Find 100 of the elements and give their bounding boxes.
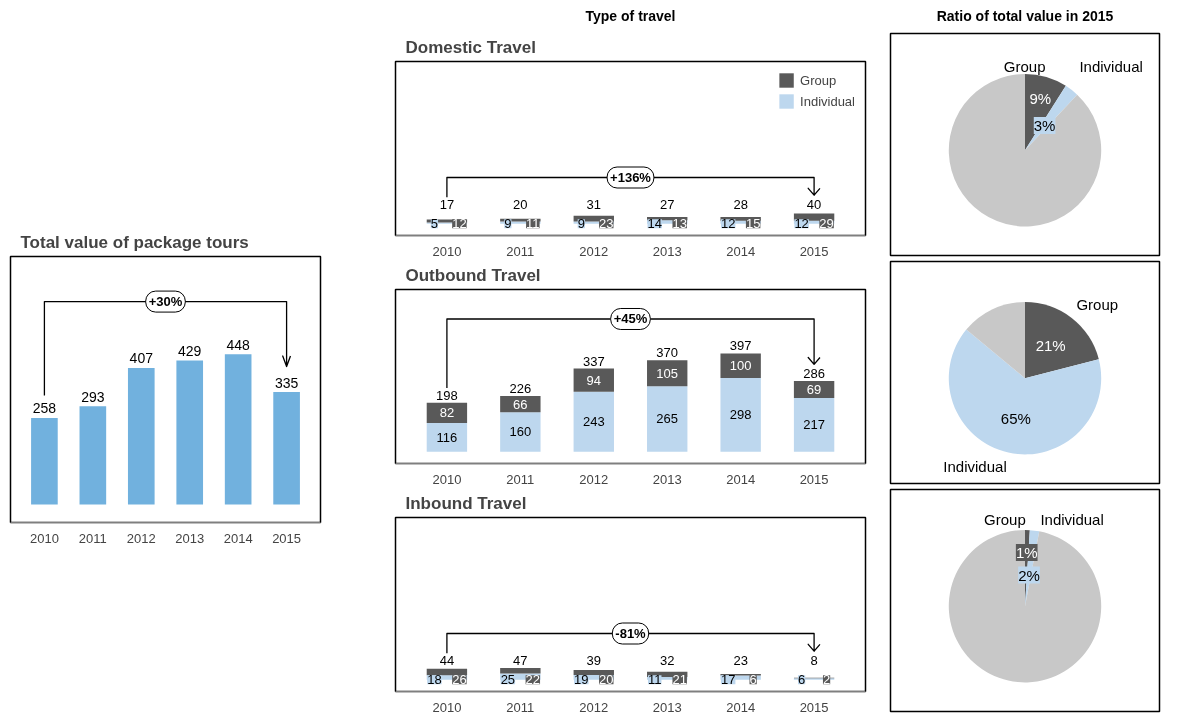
chart-title: Inbound Travel xyxy=(405,493,527,513)
data-label: 448 xyxy=(226,336,251,353)
data-label: 217 xyxy=(803,417,825,433)
total-label: 40 xyxy=(806,196,822,212)
data-label: 82 xyxy=(439,405,455,421)
x-tick-label: 2014 xyxy=(726,699,756,715)
total-label: 31 xyxy=(586,196,602,212)
legend-label: Group xyxy=(800,72,837,88)
data-label: 100 xyxy=(729,358,752,374)
x-tick-label: 2011 xyxy=(78,530,107,546)
data-label: 407 xyxy=(129,350,154,367)
text: +136% xyxy=(610,170,652,185)
bar xyxy=(426,423,468,452)
slice-label: Group xyxy=(1003,58,1046,75)
x-tick-label: 2013 xyxy=(652,243,682,259)
data-label: 29 xyxy=(819,216,834,232)
total-label: 337 xyxy=(582,353,605,369)
total-label: 198 xyxy=(436,387,458,403)
total-label: 17 xyxy=(439,196,455,212)
x-tick-label: 2014 xyxy=(223,530,253,546)
data-label: 11 xyxy=(526,216,540,232)
data-label: 2% xyxy=(1018,566,1040,584)
data-label: 160 xyxy=(509,424,532,440)
chart-title: Total value of package tours xyxy=(20,232,249,252)
data-label: 293 xyxy=(81,388,105,405)
slice-label: Individual xyxy=(1079,58,1143,75)
bar xyxy=(573,391,614,452)
x-tick-label: 2014 xyxy=(726,471,756,487)
data-label: 9 xyxy=(504,216,512,232)
data-label: 65% xyxy=(1000,409,1031,427)
total-label: 23 xyxy=(733,652,748,668)
x-tick-label: 2011 xyxy=(506,699,535,715)
x-tick-label: 2013 xyxy=(652,471,682,487)
bar xyxy=(79,406,107,505)
text: Type of travel xyxy=(585,7,676,24)
total-label: 20 xyxy=(513,196,528,212)
data-label: 9 xyxy=(577,216,585,232)
legend-label: Individual xyxy=(800,93,855,109)
bar xyxy=(31,417,58,505)
data-label: 429 xyxy=(178,343,202,360)
bar xyxy=(573,368,614,392)
total-label: 370 xyxy=(656,345,679,361)
data-label: 66 xyxy=(513,396,528,412)
data-label: 12 xyxy=(452,216,467,232)
total-label: 8 xyxy=(810,652,818,668)
data-label: 265 xyxy=(656,411,679,427)
data-label: 335 xyxy=(274,374,299,391)
data-label: 94 xyxy=(586,372,602,388)
data-label: 5 xyxy=(430,216,439,232)
x-tick-label: 2012 xyxy=(126,530,156,546)
bar xyxy=(500,412,541,452)
x-tick-label: 2010 xyxy=(432,471,462,487)
data-label: 298 xyxy=(729,407,752,423)
x-tick-label: 2011 xyxy=(506,471,535,487)
chart-title: Outbound Travel xyxy=(405,265,541,285)
total-label: 28 xyxy=(733,196,748,212)
data-label: 9% xyxy=(1029,90,1052,108)
data-label: 6 xyxy=(749,672,757,688)
chart-title: Domestic Travel xyxy=(405,37,536,57)
total-label: 286 xyxy=(803,366,825,382)
x-tick-label: 2010 xyxy=(432,243,462,259)
data-label: 21 xyxy=(672,672,687,688)
x-tick-label: 2013 xyxy=(652,699,682,715)
data-label: 21% xyxy=(1035,337,1066,355)
data-label: 14 xyxy=(647,216,662,232)
x-tick-label: 2012 xyxy=(579,243,609,259)
bar xyxy=(720,378,761,452)
bar xyxy=(793,398,835,452)
x-tick-label: 2013 xyxy=(175,530,205,546)
x-tick-label: 2015 xyxy=(799,699,829,715)
x-tick-label: 2015 xyxy=(272,530,302,546)
text: +45% xyxy=(613,311,648,327)
bar xyxy=(127,367,155,505)
bar xyxy=(647,386,688,452)
total-label: 47 xyxy=(513,652,528,668)
slice-label: Individual xyxy=(1040,510,1104,528)
data-label: 17 xyxy=(720,672,736,688)
data-label: 18 xyxy=(427,672,442,688)
x-tick-label: 2012 xyxy=(579,471,609,487)
data-label: 19 xyxy=(574,672,589,688)
total-label: 27 xyxy=(659,196,675,212)
data-label: 12 xyxy=(720,216,736,232)
data-label: 12 xyxy=(794,216,809,232)
data-label: 1% xyxy=(1015,544,1038,562)
data-label: 105 xyxy=(656,365,679,381)
data-label: 2 xyxy=(822,672,831,688)
data-label: 6 xyxy=(797,672,806,688)
data-label: 3% xyxy=(1033,116,1056,134)
total-label: 44 xyxy=(439,652,455,668)
x-tick-label: 2014 xyxy=(726,243,756,259)
text: +30% xyxy=(148,294,183,310)
text: Ratio of total value in 2015 xyxy=(936,7,1114,24)
x-tick-label: 2011 xyxy=(506,243,535,259)
total-label: 39 xyxy=(586,652,602,668)
x-tick-label: 2012 xyxy=(579,699,609,715)
slice-label: Group xyxy=(984,510,1026,528)
data-label: 243 xyxy=(582,414,605,430)
data-label: 22 xyxy=(525,672,541,688)
x-tick-label: 2015 xyxy=(799,471,829,487)
total-label: 32 xyxy=(659,652,675,668)
